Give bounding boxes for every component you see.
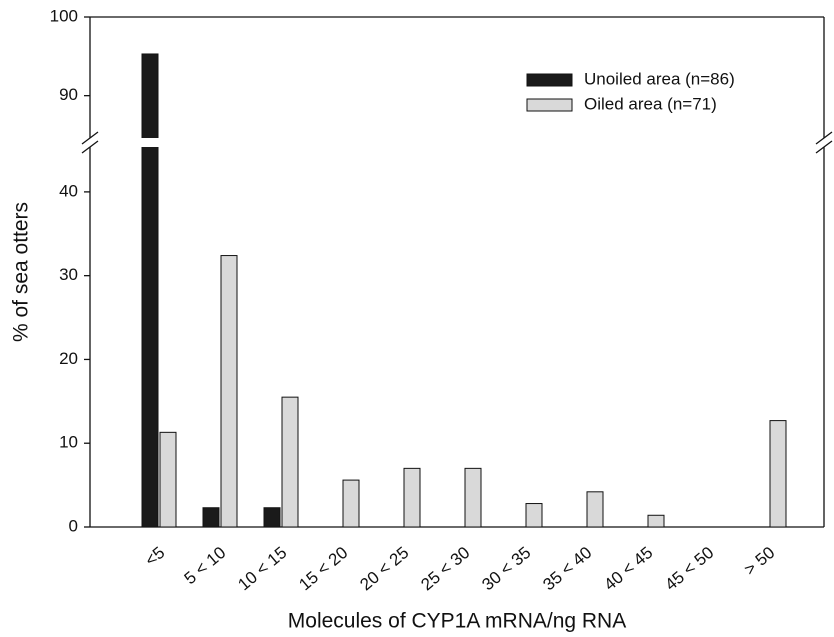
x-tick-label: 10 < 15 xyxy=(234,543,290,594)
x-tick-label: 40 < 45 xyxy=(600,543,656,594)
bar xyxy=(342,479,360,528)
legend-label: Oiled area (n=71) xyxy=(584,94,717,113)
y-axis-title: % of sea otters xyxy=(10,202,33,342)
bar xyxy=(525,503,543,528)
x-tick-label: <5 xyxy=(141,543,168,570)
y-tick-label: 40 xyxy=(59,181,78,200)
legend-swatch xyxy=(526,73,573,87)
bar xyxy=(263,507,281,528)
bar-break-gap xyxy=(140,138,160,147)
x-tick-label: 15 < 20 xyxy=(295,543,351,594)
bar xyxy=(141,53,159,528)
axis-break xyxy=(81,140,99,154)
y-tick-label: 100 xyxy=(50,6,78,25)
y-tick-label: 90 xyxy=(59,85,78,104)
bar xyxy=(159,431,177,528)
bar xyxy=(769,420,787,528)
bar xyxy=(281,396,299,528)
x-tick-label: 20 < 25 xyxy=(356,543,412,594)
bar xyxy=(202,507,220,528)
bar xyxy=(464,467,482,528)
x-axis-title: Molecules of CYP1A mRNA/ng RNA xyxy=(288,610,626,633)
y-tick-label: 30 xyxy=(59,265,78,284)
axis-break xyxy=(815,140,833,154)
y-tick-label: 20 xyxy=(59,349,78,368)
legend-label: Unoiled area (n=86) xyxy=(584,69,735,88)
axis-break xyxy=(81,131,99,145)
bar xyxy=(403,467,421,528)
x-tick-label: 25 < 30 xyxy=(417,543,473,594)
legend-swatch xyxy=(526,98,573,112)
x-tick-label: 5 < 10 xyxy=(181,543,230,588)
x-tick-label: 35 < 40 xyxy=(539,543,595,594)
bar xyxy=(220,255,238,528)
bar xyxy=(586,491,604,528)
x-tick-label: 45 < 50 xyxy=(661,543,717,594)
y-tick-label: 10 xyxy=(59,433,78,452)
x-tick-label: 30 < 35 xyxy=(478,543,534,594)
y-tick-label: 0 xyxy=(69,516,78,535)
axis-break xyxy=(815,131,833,145)
x-tick-label: > 50 xyxy=(741,543,779,579)
bar xyxy=(647,514,665,528)
